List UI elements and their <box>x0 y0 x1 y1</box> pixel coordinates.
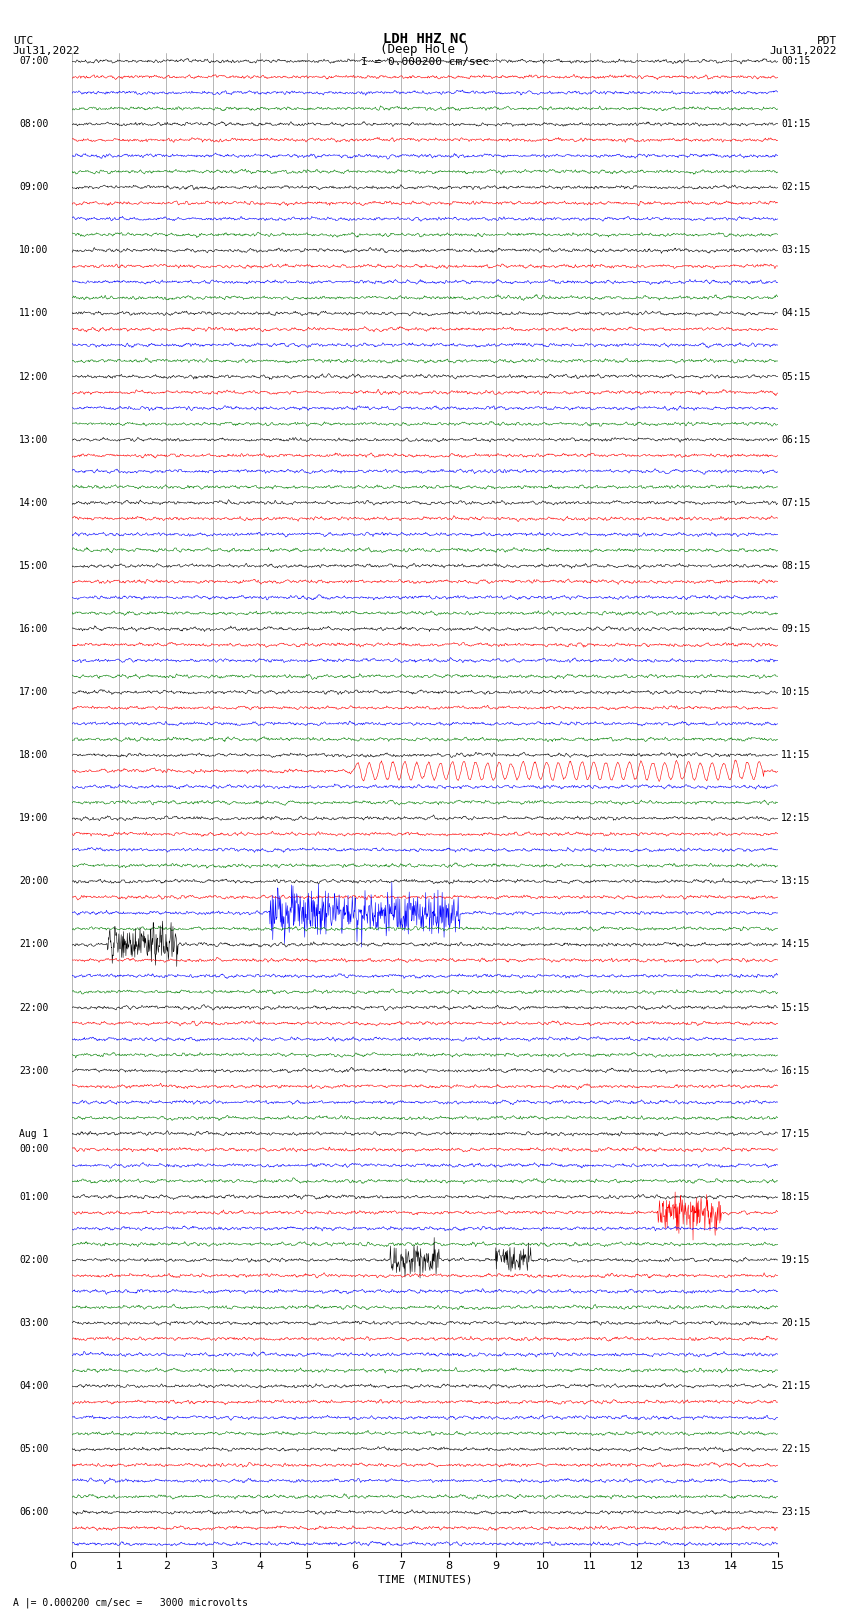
Text: 00:00: 00:00 <box>20 1145 48 1155</box>
Text: PDT: PDT <box>817 35 837 45</box>
Text: 07:15: 07:15 <box>781 498 811 508</box>
Text: 03:15: 03:15 <box>781 245 811 255</box>
Text: 22:15: 22:15 <box>781 1444 811 1455</box>
Text: 15:15: 15:15 <box>781 1003 811 1013</box>
X-axis label: TIME (MINUTES): TIME (MINUTES) <box>377 1574 473 1584</box>
Text: 23:15: 23:15 <box>781 1507 811 1518</box>
Text: 08:15: 08:15 <box>781 561 811 571</box>
Text: 19:00: 19:00 <box>20 813 48 823</box>
Text: 16:00: 16:00 <box>20 624 48 634</box>
Text: 02:00: 02:00 <box>20 1255 48 1265</box>
Text: 20:15: 20:15 <box>781 1318 811 1327</box>
Text: 16:15: 16:15 <box>781 1066 811 1076</box>
Text: 17:15: 17:15 <box>781 1129 811 1139</box>
Text: 00:15: 00:15 <box>781 56 811 66</box>
Text: 04:00: 04:00 <box>20 1381 48 1390</box>
Text: 05:00: 05:00 <box>20 1444 48 1455</box>
Text: A |= 0.000200 cm/sec =   3000 microvolts: A |= 0.000200 cm/sec = 3000 microvolts <box>13 1597 247 1608</box>
Text: 01:00: 01:00 <box>20 1192 48 1202</box>
Text: 03:00: 03:00 <box>20 1318 48 1327</box>
Text: 23:00: 23:00 <box>20 1066 48 1076</box>
Text: 14:00: 14:00 <box>20 498 48 508</box>
Text: 13:15: 13:15 <box>781 876 811 886</box>
Text: Jul31,2022: Jul31,2022 <box>13 47 80 56</box>
Text: 18:00: 18:00 <box>20 750 48 760</box>
Text: 06:15: 06:15 <box>781 434 811 445</box>
Text: 12:15: 12:15 <box>781 813 811 823</box>
Text: 19:15: 19:15 <box>781 1255 811 1265</box>
Text: LDH HHZ NC: LDH HHZ NC <box>383 32 467 45</box>
Text: 15:00: 15:00 <box>20 561 48 571</box>
Text: Aug 1: Aug 1 <box>20 1129 48 1139</box>
Text: 11:15: 11:15 <box>781 750 811 760</box>
Text: 05:15: 05:15 <box>781 371 811 382</box>
Text: 12:00: 12:00 <box>20 371 48 382</box>
Text: 09:00: 09:00 <box>20 182 48 192</box>
Text: Jul31,2022: Jul31,2022 <box>770 47 837 56</box>
Text: 14:15: 14:15 <box>781 939 811 950</box>
Text: (Deep Hole ): (Deep Hole ) <box>380 44 470 56</box>
Text: 21:00: 21:00 <box>20 939 48 950</box>
Text: 13:00: 13:00 <box>20 434 48 445</box>
Text: 04:15: 04:15 <box>781 308 811 318</box>
Text: 22:00: 22:00 <box>20 1003 48 1013</box>
Text: 07:00: 07:00 <box>20 56 48 66</box>
Text: 01:15: 01:15 <box>781 119 811 129</box>
Text: 17:00: 17:00 <box>20 687 48 697</box>
Text: 21:15: 21:15 <box>781 1381 811 1390</box>
Text: UTC: UTC <box>13 35 33 45</box>
Text: 06:00: 06:00 <box>20 1507 48 1518</box>
Text: 10:15: 10:15 <box>781 687 811 697</box>
Text: 20:00: 20:00 <box>20 876 48 886</box>
Text: 08:00: 08:00 <box>20 119 48 129</box>
Text: 09:15: 09:15 <box>781 624 811 634</box>
Text: 18:15: 18:15 <box>781 1192 811 1202</box>
Text: 02:15: 02:15 <box>781 182 811 192</box>
Text: I = 0.000200 cm/sec: I = 0.000200 cm/sec <box>361 56 489 66</box>
Text: 10:00: 10:00 <box>20 245 48 255</box>
Text: 11:00: 11:00 <box>20 308 48 318</box>
